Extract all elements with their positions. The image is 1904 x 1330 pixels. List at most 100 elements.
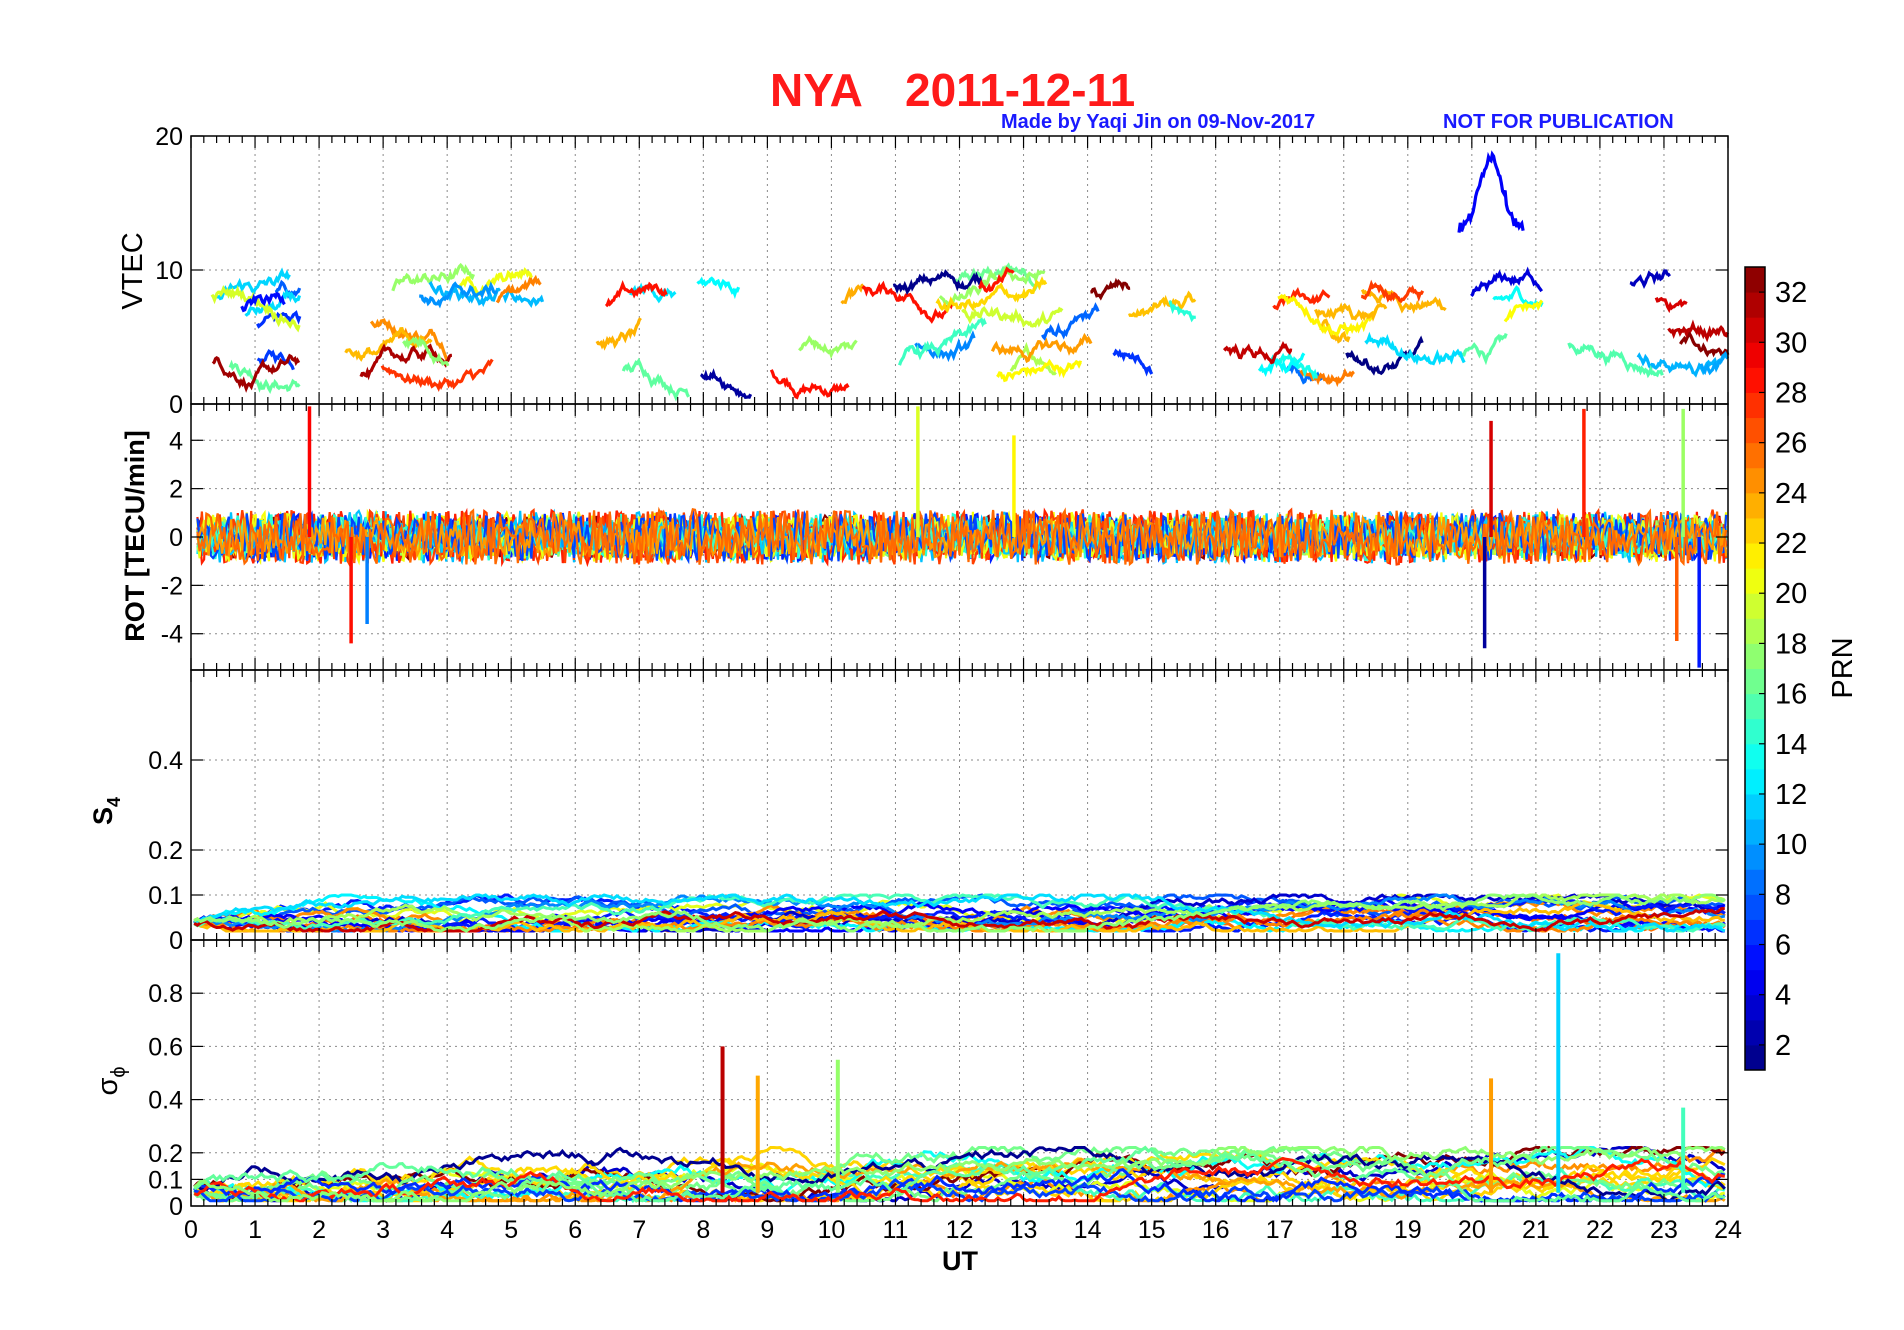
x-tick-label: 13 (1010, 1216, 1038, 1244)
vtec-series-line (256, 310, 302, 329)
vtec-series-line (953, 262, 1039, 292)
colorbar-tick-label: 14 (1775, 729, 1807, 761)
y-tick-label: 0.6 (148, 1033, 183, 1061)
colorbar-swatch (1745, 668, 1765, 695)
vtec-series-line (240, 291, 286, 313)
colorbar-swatch (1745, 919, 1765, 946)
y-tick-label: 0.2 (148, 1140, 183, 1168)
colorbar-swatch (1745, 543, 1765, 569)
colorbar-tick-label: 2 (1775, 1030, 1791, 1062)
y-tick-label: -4 (161, 621, 183, 649)
sigma-phi-panel: 00.10.20.40.60.80 1 2 3 4 5 6 7 8 9 10 11 12 13 14 15 16… (92, 939, 1742, 1244)
colorbar-swatch (1745, 342, 1765, 368)
vtec-series-line (1654, 296, 1688, 314)
vtec-series-line (604, 279, 668, 308)
colorbar-tick-label: 12 (1775, 779, 1807, 811)
vtec-series-line (380, 358, 494, 392)
sigma-series-line (193, 1146, 1726, 1203)
x-tick-label: 23 (1650, 1216, 1678, 1244)
colorbar-swatch (1745, 944, 1765, 971)
vtec-series-line (897, 317, 987, 366)
s4-ylabel: S4 (88, 797, 124, 825)
vtec-series-line (1492, 285, 1544, 309)
colorbar-swatch (1745, 517, 1765, 544)
s4-series-line (193, 893, 1726, 933)
colorbar-swatch (1745, 793, 1765, 820)
vtec-series-line (699, 368, 753, 399)
colorbar-tick-label: 16 (1775, 679, 1807, 711)
vtec-series-line (1272, 286, 1331, 311)
vtec-series-line (359, 343, 453, 381)
vtec-series-line (419, 281, 498, 309)
s4-series-line (193, 893, 1726, 933)
x-tick-label: 10 (818, 1216, 846, 1244)
colorbar-swatch (1745, 819, 1765, 845)
y-tick-label: 0.4 (148, 1087, 183, 1115)
vtec-series-line (1458, 333, 1508, 366)
vtec-series-line (1319, 318, 1351, 344)
s4-panel: 0 0.1 0.2 0.4 S4 (88, 669, 1729, 955)
vtec-panel: 0 10 20 VTEC (117, 123, 1730, 419)
vtec-series-line (1041, 302, 1100, 341)
colorbar-swatch (1745, 693, 1765, 720)
x-axis-label: UT (942, 1246, 978, 1276)
vtec-series-line (244, 288, 302, 317)
vtec-series-line (798, 335, 858, 360)
colorbar-swatch (1745, 994, 1765, 1021)
vtec-series-line (1314, 302, 1388, 322)
credit-text: Made by Yaqi Jin on 09-Nov-2017 (1001, 111, 1315, 133)
colorbar-swatch (1745, 869, 1765, 895)
colorbar-tick-label: 10 (1775, 829, 1807, 861)
vtec-series-line (978, 266, 1015, 293)
colorbar-swatch (1745, 844, 1765, 870)
x-tick-label: 21 (1522, 1216, 1550, 1244)
vtec-series-line (495, 273, 542, 304)
vtec-series-line (1629, 269, 1671, 289)
colorbar-swatch (1745, 768, 1765, 795)
colorbar-tick-label: 32 (1775, 277, 1807, 309)
colorbar-swatch (1745, 267, 1765, 293)
colorbar-tick-label: 20 (1775, 578, 1807, 610)
vtec-series-line (1470, 266, 1544, 297)
colorbar-swatch (1745, 593, 1765, 619)
x-tick-label: 7 (632, 1216, 646, 1244)
vtec-series-line (1364, 331, 1466, 366)
vtec-series-line (990, 332, 1093, 364)
vtec-series-line (1222, 341, 1293, 365)
x-tick-label: 11 (882, 1216, 908, 1244)
vtec-peak-line (1457, 150, 1525, 233)
colorbar-swatch (1745, 467, 1765, 494)
colorbar-tick-label: 30 (1775, 327, 1807, 359)
x-tick-label: 5 (504, 1216, 518, 1244)
y-tick-label: 0.4 (148, 747, 183, 775)
y-tick-label: 0 (169, 927, 183, 955)
vtec-series-line (216, 267, 291, 301)
x-tick-label: 6 (568, 1216, 582, 1244)
vtec-series-line (391, 262, 475, 292)
vtec-series-line (1168, 300, 1196, 323)
vtec-series-line (1567, 342, 1664, 379)
x-tick-label: 4 (440, 1216, 454, 1244)
vtec-series-line (1361, 279, 1425, 304)
colorbar-swatch (1745, 894, 1765, 920)
vtec-series-line (369, 318, 450, 362)
vtec-series-line (769, 369, 850, 400)
x-tick-label: 0 (184, 1216, 198, 1244)
colorbar-swatch (1745, 317, 1765, 343)
rot-ylabel: ROT [TECU/min] (120, 430, 150, 641)
y-tick-label: -2 (161, 572, 183, 600)
x-tick-label: 18 (1330, 1216, 1358, 1244)
colorbar-swatch (1745, 643, 1765, 669)
vtec-series-line (402, 336, 450, 367)
colorbar-tick-label: 18 (1775, 628, 1807, 660)
y-tick-label: 0.2 (148, 837, 183, 865)
colorbar-tick-label: 24 (1775, 478, 1807, 510)
x-tick-label: 15 (1138, 1216, 1166, 1244)
colorbar-tick-label: 28 (1775, 377, 1807, 409)
x-tick-label: 20 (1458, 1216, 1486, 1244)
colorbar-swatch (1745, 618, 1765, 644)
sigma-series-line (194, 1157, 1726, 1203)
vtec-series-line (938, 264, 1046, 310)
